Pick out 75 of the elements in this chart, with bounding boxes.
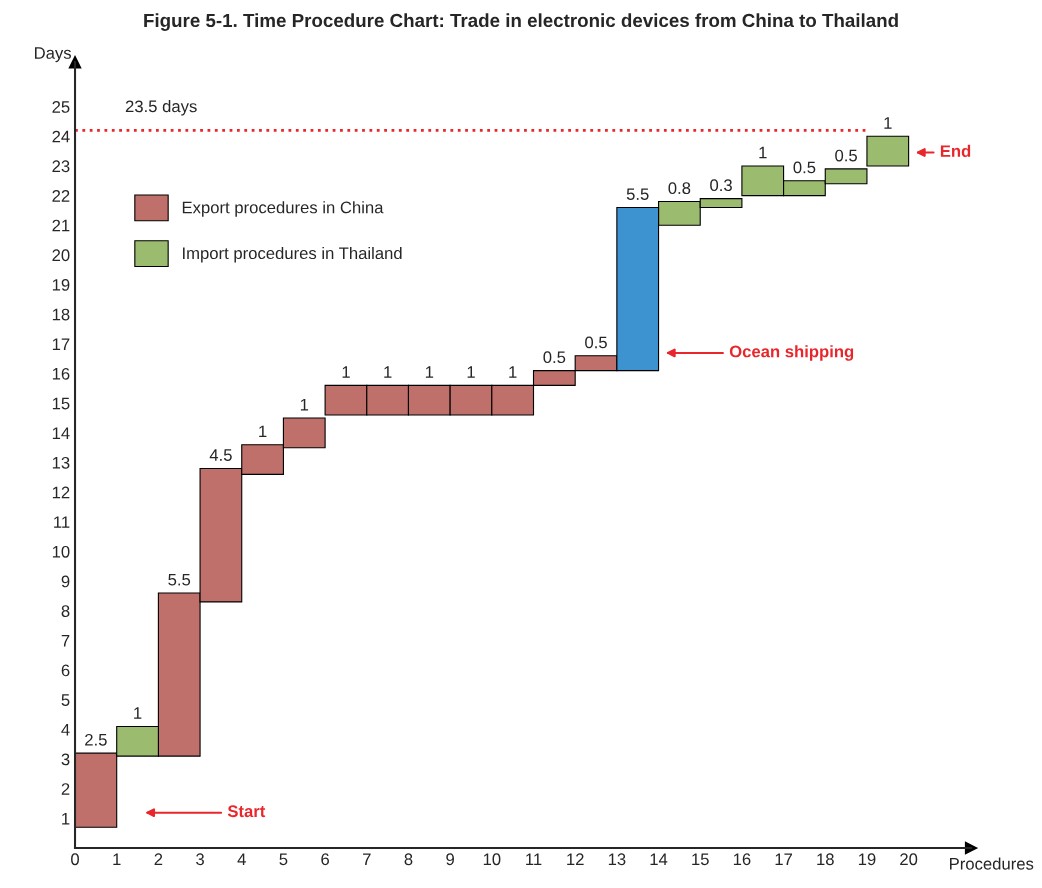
x-tick-label: 18 <box>817 853 834 866</box>
data-label: 0.3 <box>710 179 732 192</box>
x-tick-label: 7 <box>363 853 371 865</box>
ref-line-label: 23.5 days <box>125 100 197 116</box>
x-tick-label: 17 <box>775 853 793 865</box>
data-label: 0.8 <box>668 182 691 195</box>
y-tick-label: 23 <box>52 160 70 173</box>
data-label: 1 <box>509 366 517 378</box>
x-tick-label: 3 <box>196 853 204 866</box>
y-tick-label: 17 <box>52 338 70 350</box>
data-label: 0.5 <box>543 351 566 364</box>
legend-label: Export procedures in China <box>182 201 384 217</box>
y-tick-label: 20 <box>52 249 70 262</box>
data-label: 0.5 <box>585 336 607 349</box>
y-tick-label: 13 <box>52 456 70 469</box>
y-tick-label: 11 <box>54 516 70 528</box>
data-label: 1 <box>259 425 267 438</box>
data-label: 2.5 <box>85 733 107 746</box>
y-tick-label: 12 <box>52 486 70 499</box>
x-tick-label: 19 <box>858 853 876 866</box>
data-label: 1 <box>342 366 350 378</box>
x-tick-label: 2 <box>154 853 163 865</box>
y-tick-label: 1 <box>62 812 70 825</box>
x-tick-label: 1 <box>113 853 121 865</box>
annotation: End <box>940 144 971 158</box>
y-tick-label: 4 <box>61 723 70 736</box>
y-tick-label: 24 <box>52 130 70 143</box>
data-label: 4.5 <box>209 449 232 461</box>
data-label: 1 <box>300 398 309 411</box>
y-tick-label: 18 <box>52 308 70 321</box>
y-tick-label: 10 <box>52 545 70 558</box>
x-tick-label: 0 <box>71 853 80 866</box>
data-label: 1 <box>759 146 767 159</box>
x-tick-label: 5 <box>279 853 288 866</box>
data-label: 1 <box>884 117 892 129</box>
chart-title: Figure 5-1. Time Procedure Chart: Trade in electronic devices from China to Thailand <box>144 13 898 31</box>
data-label: 0.5 <box>793 161 816 174</box>
x-tick-label: 8 <box>404 853 413 866</box>
y-tick-label: 19 <box>52 278 70 291</box>
y-tick-label: 7 <box>61 635 70 647</box>
data-label: 0.5 <box>835 149 857 162</box>
y-tick-label: 9 <box>61 575 70 588</box>
data-label: 5.5 <box>168 573 191 586</box>
x-tick-label: 20 <box>900 853 918 866</box>
y-tick-label: 14 <box>52 427 70 439</box>
data-label: 5.5 <box>626 188 649 201</box>
data-label: 1 <box>384 366 392 378</box>
annotation: Start <box>227 805 266 818</box>
y-axis-title: Days <box>35 47 72 63</box>
annotation: Ocean shipping <box>729 345 854 361</box>
data-label: 1 <box>134 707 142 719</box>
y-tick-label: 25 <box>52 101 70 113</box>
data-label: 1 <box>425 366 434 378</box>
x-tick-label: 11 <box>526 853 542 865</box>
y-tick-label: 21 <box>52 219 70 232</box>
y-tick-label: 15 <box>52 397 70 410</box>
x-tick-label: 14 <box>650 853 668 865</box>
x-tick-label: 13 <box>608 853 626 866</box>
x-tick-label: 15 <box>692 853 709 866</box>
y-tick-label: 16 <box>52 367 70 380</box>
x-tick-label: 16 <box>733 853 751 866</box>
x-axis-title: Procedures <box>950 857 1034 870</box>
y-tick-label: 2 <box>61 783 70 795</box>
data-label: 1 <box>467 366 475 378</box>
x-tick-label: 9 <box>446 853 454 866</box>
y-tick-label: 5 <box>61 694 70 706</box>
x-tick-label: 12 <box>567 853 584 865</box>
legend-label: Import procedures in Thailand <box>183 246 402 263</box>
x-tick-label: 4 <box>237 853 246 865</box>
y-tick-label: 22 <box>52 190 70 202</box>
y-tick-label: 3 <box>61 753 70 766</box>
y-tick-label: 6 <box>61 664 70 677</box>
x-tick-label: 6 <box>321 853 330 866</box>
x-tick-label: 10 <box>483 853 501 866</box>
y-tick-label: 8 <box>61 605 70 617</box>
